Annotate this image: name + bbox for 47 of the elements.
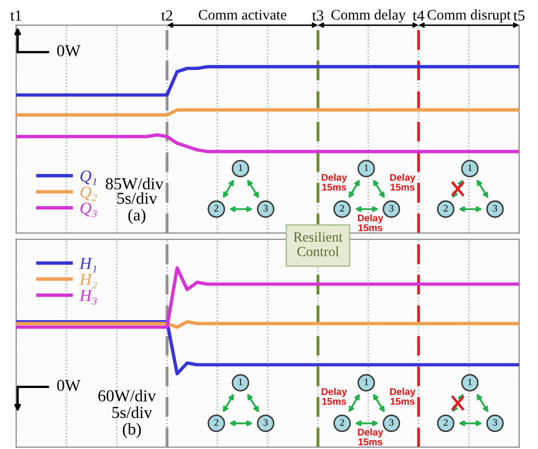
annotation: 1 (468, 164, 472, 171)
text: 0W (57, 45, 81, 56)
annotation: 3 (389, 205, 394, 212)
annotation: Delay 15ms (390, 388, 416, 405)
legend-label: Q₁ (80, 170, 96, 185)
text: Comm disrupt (428, 9, 511, 23)
annotation: Delay 15ms (322, 174, 347, 191)
annotation: Delay 15ms (358, 214, 384, 232)
annotation: 2 (214, 205, 218, 212)
annotation: 2 (340, 419, 344, 426)
annotation: 1 (364, 164, 368, 171)
text: Comm activate (198, 10, 286, 20)
series-label: H₃ (79, 290, 97, 304)
annotation: 1 (238, 378, 242, 386)
annotation: 2 (444, 419, 448, 426)
annotation: Delay 15ms (322, 388, 347, 405)
x-tick-label: t5 (513, 10, 525, 21)
text: H₁ (79, 258, 96, 272)
legend-label: Q₂ (80, 186, 97, 201)
annotation: 1 (364, 378, 368, 386)
annotation: 1 (468, 378, 472, 386)
annotation: 3 (264, 205, 268, 212)
annotation: 3 (264, 419, 268, 426)
x-tick-label: t1 (10, 10, 22, 21)
annotation: 3 (493, 205, 498, 212)
annotation: 2 (340, 205, 344, 212)
annotation: 0W (57, 380, 81, 392)
annotation: Resilient Control (294, 232, 343, 256)
annotation: 5s/div (112, 406, 152, 418)
x-tick-label: t4 (412, 10, 424, 21)
x-tick-label: t2 (161, 10, 172, 21)
text: Comm delay (331, 9, 406, 23)
annotation: 3 (493, 419, 498, 426)
annotation: 85W/div (106, 178, 164, 190)
x-tick-label: t3 (312, 10, 324, 21)
annotation: (a) (128, 208, 146, 224)
legend-label: Q₃ (80, 202, 97, 218)
annotation: 1 (238, 164, 242, 171)
annotation: 3 (389, 419, 394, 426)
text: H₂ (79, 274, 97, 288)
annotation: 5s/div (117, 192, 158, 204)
annotation: (b) (122, 423, 141, 438)
annotation: 60W/div (98, 390, 156, 402)
annotation: 2 (214, 419, 218, 426)
annotation: Delay 15ms (358, 428, 384, 446)
annotation: Delay 15ms (390, 174, 416, 191)
annotation: 2 (444, 205, 448, 212)
